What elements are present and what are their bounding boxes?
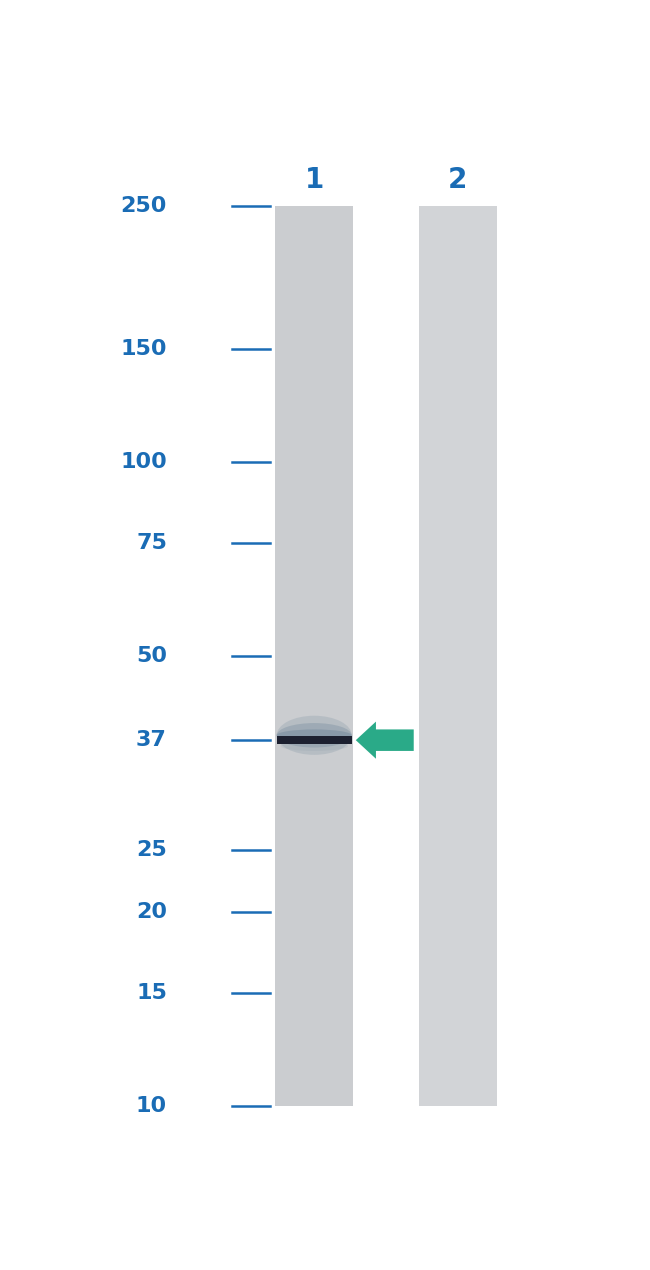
Text: 25: 25 [136,839,167,860]
Ellipse shape [277,729,352,742]
Bar [419,206,497,1106]
Text: 15: 15 [136,983,167,1002]
Text: 50: 50 [136,646,167,665]
Text: 2: 2 [448,166,467,194]
Text: 75: 75 [136,532,167,552]
Ellipse shape [277,716,352,754]
Bar [277,737,352,744]
Ellipse shape [277,723,352,748]
Text: 20: 20 [136,902,167,922]
Bar [275,206,354,1106]
Text: 1: 1 [305,166,324,194]
Text: 37: 37 [136,730,167,751]
Text: 250: 250 [120,196,167,216]
Text: 100: 100 [120,452,167,472]
FancyArrow shape [356,721,414,758]
Ellipse shape [280,742,348,751]
Text: 150: 150 [120,339,167,359]
Text: 10: 10 [136,1096,167,1116]
